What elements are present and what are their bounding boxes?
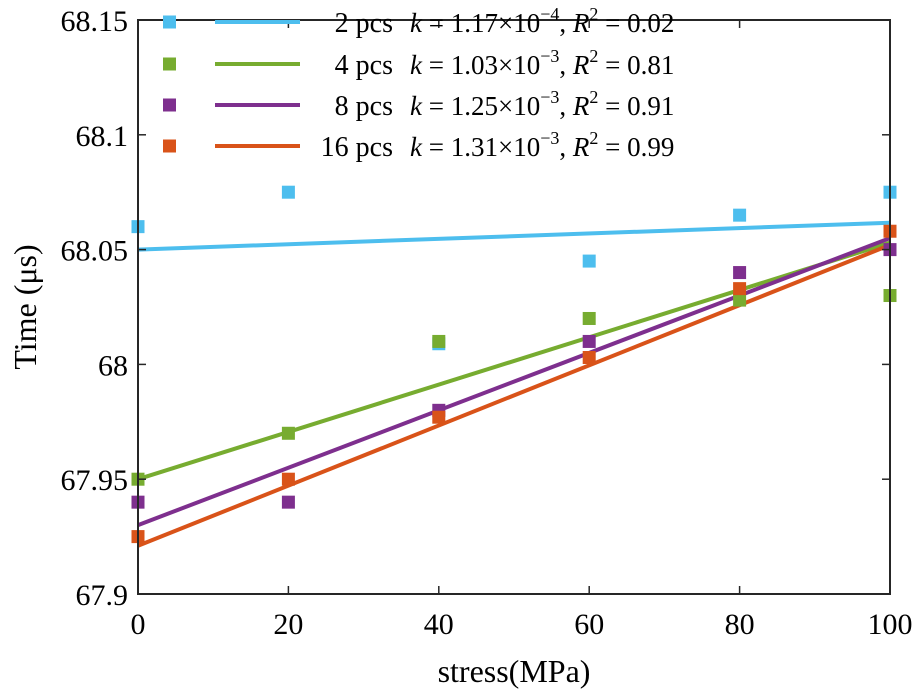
legend-eq-equals: = [422,8,451,38]
legend-eq-base: ×10 [498,132,540,162]
legend-eq-r-exponent: 2 [589,4,598,24]
y-tick-label: 68.15 [61,5,129,38]
legend-eq-r-symbol: R [572,50,590,80]
ticks-group [137,19,891,595]
legend-eq-r-exponent: 2 [589,87,598,107]
data-point-4-pcs [432,334,446,348]
legend-eq-r2-value: 0.99 [627,132,674,162]
legend-eq-k-exponent: −3 [540,128,559,148]
fit-lines-group [137,220,891,548]
legend-eq-k-symbol: k [410,50,423,80]
data-point-16-pcs [432,410,446,424]
data-point-16-pcs [733,282,747,296]
y-axis-title: Time (μs) [7,244,43,369]
legend-marker-16-pcs [163,139,176,153]
x-tick-label: 40 [424,608,454,641]
data-point-2-pcs [733,208,747,222]
data-point-8-pcs [582,334,596,348]
legend-eq-r2-value: 0.91 [627,91,674,121]
x-tick-label: 20 [273,608,303,641]
legend-marker-8-pcs [163,98,176,112]
legend-eq-r-exponent: 2 [589,128,598,148]
legend-marker-4-pcs [163,57,176,71]
y-tick-label: 68.1 [76,120,129,153]
tick-labels-group: 0 20 40 60 80 100 67.9 67.95 68 68.05 68.1 68.15 [61,5,913,641]
legend-equation-8-pcs: k = 1.25×10−3, R2 = 0.91 [410,87,674,121]
legend: 2 pcs k = 1.17×10−4, R2 = 0.024 pcs k = 1.… [163,4,674,163]
data-point-4-pcs [281,426,295,440]
legend-eq-k-mantissa: 1.31 [451,132,498,162]
x-tick-label: 100 [868,608,913,641]
y-tick-label: 67.9 [76,579,129,612]
legend-eq-k-mantissa: 1.03 [451,50,498,80]
y-tick-label: 67.95 [61,464,129,497]
legend-eq-r-symbol: R [572,8,590,38]
legend-eq-equals: = [598,8,627,38]
legend-eq-base: ×10 [498,8,540,38]
legend-eq-r-exponent: 2 [589,46,598,66]
legend-eq-k-mantissa: 1.17 [451,8,498,38]
legend-eq-r-symbol: R [572,132,590,162]
legend-equation-4-pcs: k = 1.03×10−3, R2 = 0.81 [410,46,674,80]
legend-eq-base: ×10 [498,50,540,80]
data-point-16-pcs [281,472,295,486]
data-point-4-pcs [733,293,747,307]
legend-eq-comma: , [559,50,573,80]
data-point-2-pcs [281,185,295,199]
legend-eq-comma: , [559,8,573,38]
legend-eq-comma: , [559,91,573,121]
y-tick-label: 68 [98,349,128,382]
legend-eq-r2-value: 0.02 [627,8,674,38]
legend-marker-2-pcs [163,15,176,29]
legend-eq-equals: = [422,132,451,162]
y-tick-label: 68.05 [61,235,129,268]
legend-eq-r2-value: 0.81 [627,50,674,80]
legend-eq-k-symbol: k [410,132,423,162]
data-point-8-pcs [281,495,295,509]
legend-eq-k-mantissa: 1.25 [451,91,498,121]
legend-label-8-pcs: 8 pcs [335,91,393,122]
data-point-16-pcs [582,351,596,365]
legend-eq-k-symbol: k [410,91,423,121]
fit-line-4-pcs [137,240,891,482]
legend-eq-base: ×10 [498,91,540,121]
x-tick-label: 60 [574,608,604,641]
legend-eq-r-symbol: R [572,91,590,121]
data-point-4-pcs [582,311,596,325]
fit-line-2-pcs [137,220,891,252]
legend-eq-k-exponent: −3 [540,87,559,107]
legend-eq-equals: = [422,50,451,80]
legend-eq-comma: , [559,132,573,162]
data-point-8-pcs [733,266,747,280]
legend-eq-k-exponent: −3 [540,46,559,66]
x-tick-label: 0 [131,608,146,641]
legend-label-4-pcs: 4 pcs [335,50,393,81]
legend-eq-equals: = [598,91,627,121]
legend-eq-k-exponent: −4 [540,4,559,24]
legend-label-16-pcs: 16 pcs [321,132,393,163]
fit-line-16-pcs [137,243,891,548]
legend-eq-equals: = [598,50,627,80]
legend-equation-2-pcs: k = 1.17×10−4, R2 = 0.02 [410,4,674,38]
fit-line-8-pcs [137,236,891,527]
legend-eq-k-symbol: k [410,8,423,38]
legend-eq-equals: = [598,132,627,162]
plot-frame [137,19,891,595]
legend-label-2-pcs: 2 pcs [335,8,393,39]
x-tick-label: 80 [725,608,755,641]
legend-equation-16-pcs: k = 1.31×10−3, R2 = 0.99 [410,128,674,162]
x-axis-title: stress(MPa) [438,653,591,689]
markers-group [131,185,897,544]
legend-eq-equals: = [422,91,451,121]
data-point-2-pcs [582,254,596,268]
